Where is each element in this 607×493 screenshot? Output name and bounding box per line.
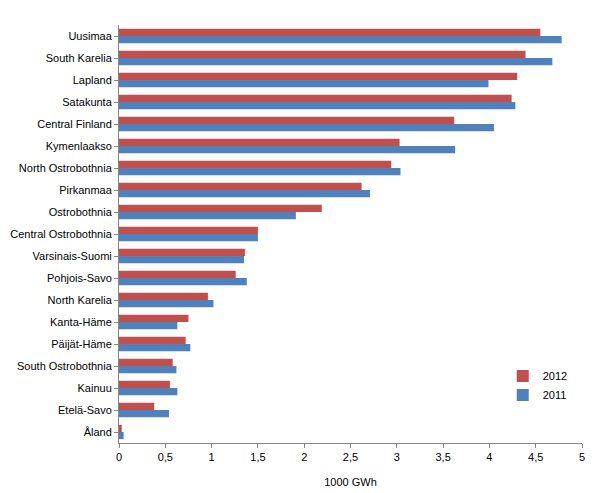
svg-text:3: 3 [394,451,400,463]
svg-text:0: 0 [116,451,122,463]
svg-text:4: 4 [486,451,492,463]
svg-text:Ostrobothnia: Ostrobothnia [49,206,113,218]
svg-text:4,5: 4,5 [528,451,543,463]
svg-text:Central Finland: Central Finland [37,118,112,130]
svg-text:Åland: Åland [84,426,112,438]
svg-text:South Karelia: South Karelia [46,52,113,64]
svg-text:North Ostrobothnia: North Ostrobothnia [19,162,113,174]
svg-text:Uusimaa: Uusimaa [68,30,112,42]
svg-text:1000 GWh: 1000 GWh [324,476,377,488]
svg-text:1: 1 [209,451,215,463]
svg-text:Kainuu: Kainuu [78,382,112,394]
svg-text:North Karelia: North Karelia [48,294,113,306]
svg-text:Kymenlaakso: Kymenlaakso [46,140,112,152]
svg-text:Pirkanmaa: Pirkanmaa [59,184,112,196]
svg-text:0,5: 0,5 [158,451,173,463]
svg-text:Satakunta: Satakunta [62,96,112,108]
svg-text:2012: 2012 [543,370,567,382]
svg-text:2: 2 [301,451,307,463]
svg-text:Päijät-Häme: Päijät-Häme [51,338,112,350]
svg-text:Kanta-Häme: Kanta-Häme [50,316,112,328]
svg-text:2011: 2011 [543,389,567,401]
svg-text:South Ostrobothnia: South Ostrobothnia [17,360,113,372]
svg-text:2,5: 2,5 [343,451,358,463]
svg-text:Varsinais-Suomi: Varsinais-Suomi [33,250,112,262]
svg-text:Pohjois-Savo: Pohjois-Savo [47,272,112,284]
svg-text:1,5: 1,5 [250,451,265,463]
svg-text:3,5: 3,5 [435,451,450,463]
svg-text:5: 5 [579,451,585,463]
svg-text:Etelä-Savo: Etelä-Savo [58,404,112,416]
svg-text:Central Ostrobothnia: Central Ostrobothnia [10,228,112,240]
svg-text:Lapland: Lapland [73,74,112,86]
